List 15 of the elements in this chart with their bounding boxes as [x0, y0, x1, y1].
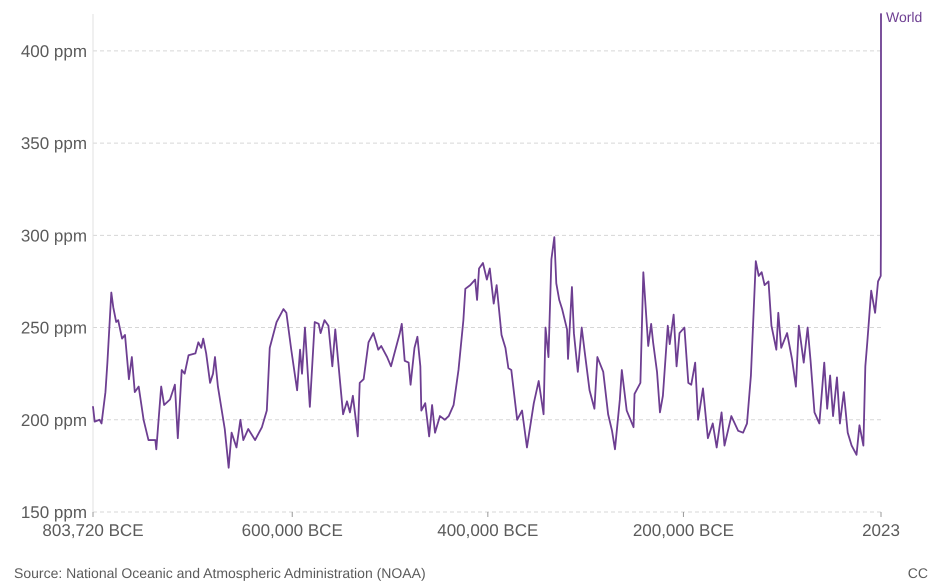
- y-tick-label: 150 ppm: [20, 503, 87, 522]
- text: CC: [908, 565, 928, 581]
- x-tick-label: 400,000 BCE: [437, 521, 538, 540]
- y-tick-label: 300 ppm: [20, 226, 87, 246]
- y-tick-label: 250 ppm: [20, 318, 87, 338]
- source-note: Source: National Oceanic and Atmospheric Administration (NOAA): [14, 565, 426, 581]
- x-tick-label: 2023: [862, 521, 900, 540]
- x-tick-label: 803,720 BCE: [42, 521, 144, 540]
- y-tick-label: 350 ppm: [20, 134, 87, 154]
- series-label: World: [886, 9, 922, 25]
- y-tick-label: 200 ppm: [20, 410, 87, 430]
- x-tick-label: 200,000 BCE: [632, 521, 734, 540]
- line-series: [92, 13, 882, 469]
- x-tick-label: 600,000 BCE: [242, 521, 343, 540]
- y-tick-label: 400 ppm: [20, 42, 87, 61]
